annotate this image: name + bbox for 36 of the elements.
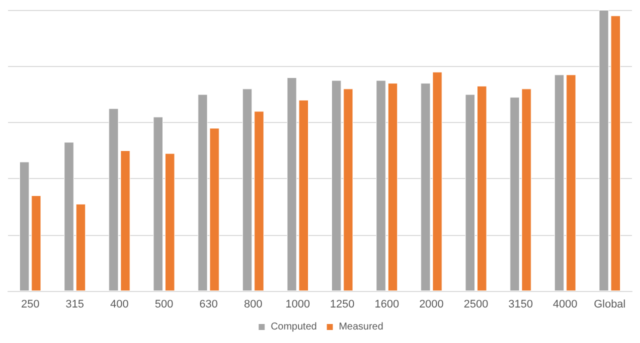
- bar: [242, 88, 252, 291]
- x-tick-label: 400: [110, 298, 129, 310]
- bar: [210, 128, 220, 291]
- bar: [522, 88, 532, 291]
- bar: [254, 111, 264, 291]
- x-tick-label: 630: [199, 298, 218, 310]
- bar: [465, 94, 476, 291]
- x-tick-label: 4000: [552, 298, 578, 310]
- bar: [164, 153, 175, 291]
- bar: [566, 74, 576, 291]
- bar: [198, 94, 208, 291]
- x-tick-label: 1000: [285, 298, 310, 310]
- legend-label: Computed: [270, 322, 317, 332]
- bar: [108, 108, 118, 291]
- bar: [420, 83, 430, 291]
- bar: [120, 150, 130, 291]
- bar: [153, 116, 164, 291]
- x-tick-label: 1600: [374, 298, 400, 310]
- legend-label: Measured: [338, 322, 384, 332]
- bar: [432, 72, 442, 291]
- bar: [76, 204, 86, 291]
- x-tick-label: Global: [594, 298, 626, 310]
- bar: [510, 97, 520, 291]
- bar: [554, 74, 564, 291]
- bar: [476, 86, 487, 291]
- x-tick-label: 800: [244, 298, 262, 310]
- x-tick-label: 250: [21, 298, 40, 310]
- x-tick-label: 500: [154, 298, 174, 310]
- bar: [64, 142, 74, 291]
- x-tick-label: 3150: [508, 298, 533, 310]
- x-tick-label: 2000: [419, 298, 444, 310]
- x-tick-label: 1250: [330, 298, 355, 310]
- bar: [376, 80, 386, 291]
- bar: [388, 83, 398, 291]
- x-tick-label: 2500: [464, 298, 488, 310]
- x-tick-label: 315: [66, 298, 84, 310]
